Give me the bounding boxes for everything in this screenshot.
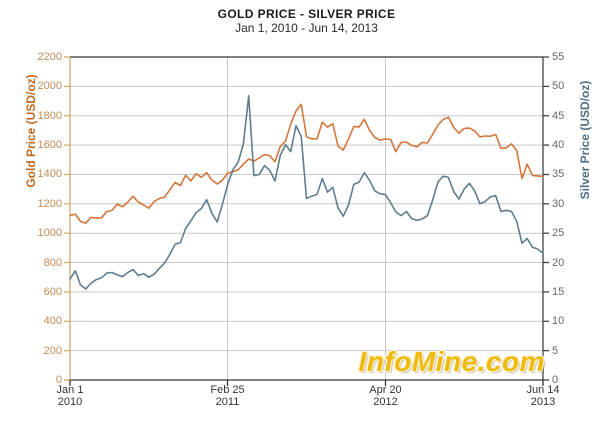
x-axis-tick-label: Apr 20 2012 [369,384,402,408]
silver-axis-tick-label: 0 [552,374,559,386]
gold-axis-tick-label: 600 [43,285,62,298]
x-axis-tick-label: Feb 25 2011 [210,384,245,408]
silver-axis-tick-label: 45 [552,109,565,122]
chart-subtitle: Jan 1, 2010 - Jun 14, 2013 [235,21,378,35]
gold-axis-tick-label: 200 [43,344,62,357]
silver-axis-tick-label: 10 [552,315,565,328]
gold-axis-tick-label: 400 [43,315,62,328]
gold-axis-tick-label: 0 [55,374,62,386]
infomine-watermark-link[interactable]: InfoMine.com [358,346,545,377]
silver-axis-tick-label: 35 [552,168,565,181]
gold-axis-tick-label: 1000 [37,227,62,240]
silver-axis-tick-label: 5 [552,344,559,357]
gold-price-line [69,103,544,224]
gold-axis-tick-label: 2000 [37,80,62,93]
silver-axis-tick-label: 15 [552,285,565,298]
gold-axis-tick-label: 1600 [37,139,62,152]
silver-price-line [69,95,544,290]
silver-axis-tick-label: 50 [552,80,565,93]
gold-axis-tick-label: 1200 [37,197,62,210]
silver-axis-title: Silver Price (USD/oz) [578,80,592,200]
gold-axis-tick-label: 1400 [37,168,62,181]
silver-axis-tick-label: 30 [552,197,565,210]
silver-axis-tick-label: 40 [552,139,565,152]
x-axis-tick-label: Jan 1 2010 [56,384,84,408]
gold-axis-tick-label: 800 [43,256,62,269]
chart-title: GOLD PRICE - SILVER PRICE [217,7,396,21]
silver-axis-tick-label: 25 [552,227,565,240]
gold-axis-tick-label: 1800 [37,109,62,122]
x-axis-tick-label: Jun 14 2013 [526,384,560,408]
gold-axis-title: Gold Price (USD/oz) [24,74,38,188]
gold-axis-tick-label: 2200 [37,51,62,63]
silver-axis-tick-label: 20 [552,256,565,269]
silver-axis-tick-label: 55 [552,51,565,63]
